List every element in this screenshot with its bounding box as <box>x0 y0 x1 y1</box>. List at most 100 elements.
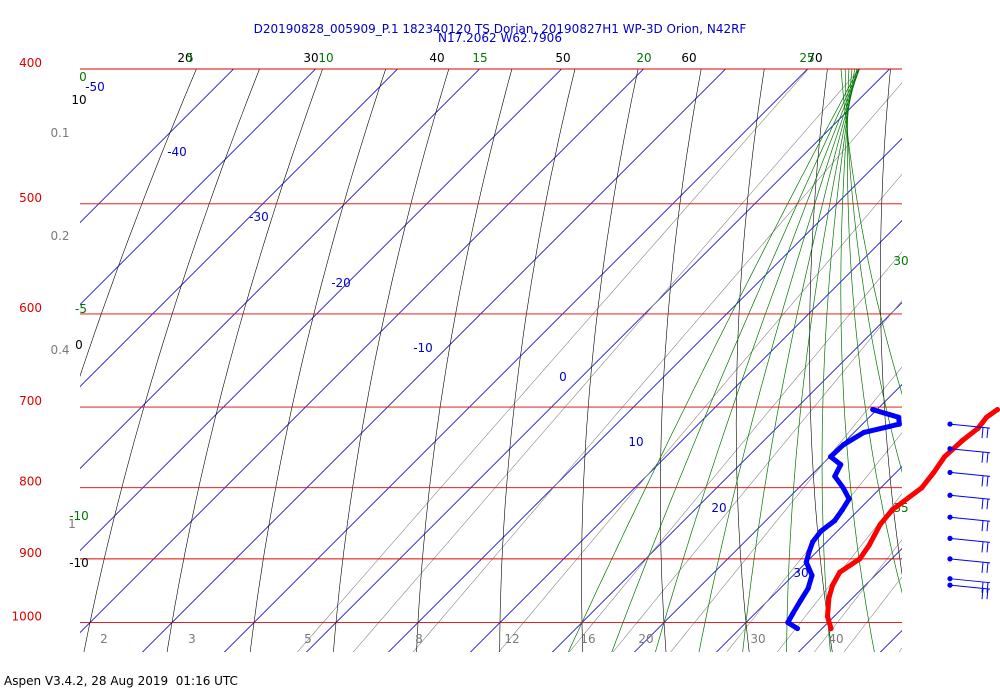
moist-adiabat-line <box>840 69 902 395</box>
mixing-ratio-label: 1 <box>68 517 76 531</box>
isotherm-diag-label: 0 <box>559 370 567 384</box>
dewpoint-point <box>840 485 846 491</box>
isotherm-top-label: 60 <box>681 51 696 65</box>
temperature-point <box>931 469 937 475</box>
dry-adiabat-line <box>166 69 323 652</box>
temperature-point <box>866 542 872 548</box>
wind-barb-feather <box>981 475 984 487</box>
mixing-ratio-bottom-label: 8 <box>415 632 423 646</box>
wind-barb-staff <box>949 558 991 564</box>
dewpoint-point <box>794 625 801 632</box>
dewpoint-point <box>810 539 816 545</box>
mixing-ratio-label: 0.2 <box>50 229 69 243</box>
wind-barb <box>947 469 991 487</box>
isotherm-diag-label: 30 <box>793 566 808 580</box>
wind-barb <box>947 535 991 553</box>
dry-adiabat-line <box>659 69 702 652</box>
height-label: -10 <box>69 556 89 570</box>
dewpoint-point <box>785 619 791 626</box>
isotherm-line <box>80 69 481 470</box>
wind-barb-feather <box>981 582 984 593</box>
mixing-ratio-line <box>498 173 902 652</box>
temperature-point <box>877 521 883 527</box>
wind-barb-staff <box>949 471 991 477</box>
moist-adiabat-label: 10 <box>318 51 333 65</box>
mixing-ratio-bottom-label: 16 <box>580 632 595 646</box>
isotherm-line <box>715 465 902 652</box>
moist-adiabat-line <box>611 69 860 652</box>
dry-adiabat-line <box>880 69 902 576</box>
mixing-ratio-bottom-label: 30 <box>750 632 765 646</box>
temperature-point <box>994 407 1000 413</box>
wind-barb <box>947 492 991 510</box>
mixing-ratio-line <box>726 432 902 652</box>
dewpoint-point <box>803 559 809 565</box>
wind-barb-staff <box>949 494 991 500</box>
dewpoint-point <box>870 407 876 413</box>
dewpoint-point <box>806 549 812 555</box>
pressure-label: 900 <box>19 546 42 560</box>
dewpoint-point <box>861 429 867 435</box>
wind-barb-feather <box>986 498 989 510</box>
moist-adiabat-line <box>655 69 860 652</box>
dry-adiabat-label: -5 <box>75 302 87 316</box>
dewpoint-point <box>896 414 902 420</box>
mixing-ratio-label: 0.1 <box>50 126 69 140</box>
chart-subtitle: N17.2062 W62.7906 <box>438 31 562 45</box>
temperature-point <box>830 582 836 588</box>
moist-adiabat-line <box>844 69 902 473</box>
wind-barb <box>947 446 991 463</box>
isotherm-diag-label: -10 <box>413 341 433 355</box>
dry-adiabat-line <box>499 69 576 652</box>
dewpoint-line <box>785 407 902 631</box>
isotherm-diag-label: -20 <box>331 276 351 290</box>
temperature-line <box>825 407 1000 631</box>
dewpoint-point <box>832 518 838 524</box>
mixing-ratio-bottom-label: 40 <box>828 632 843 646</box>
wind-barb <box>947 582 991 600</box>
dry-adiabat-line <box>416 69 513 652</box>
wind-barb <box>947 421 991 439</box>
wind-barb-staff <box>949 537 991 543</box>
wind-barb-staff <box>949 578 991 584</box>
mixing-ratio-line <box>612 300 902 652</box>
wind-barb-feather <box>986 582 989 593</box>
mixing-ratio-line <box>352 69 860 652</box>
temperature-point <box>919 485 925 491</box>
dewpoint-point <box>805 585 811 592</box>
temperature-point <box>889 507 895 513</box>
pressure-label: 700 <box>19 394 42 408</box>
mixing-ratio-line <box>814 539 902 652</box>
wind-barb-feather <box>981 541 984 553</box>
isotherm-line <box>80 69 563 552</box>
temperature-point <box>857 556 863 562</box>
wind-barb <box>947 576 991 593</box>
isotherm-line <box>879 629 902 652</box>
temperature-point <box>824 613 831 620</box>
mixing-ratio-bottom-label: 2 <box>100 632 108 646</box>
isotherm-diag-label: -30 <box>249 210 269 224</box>
moist-adiabat-label: 5 <box>186 51 194 65</box>
pressure-label: 600 <box>19 301 42 315</box>
footer-text: Aspen V3.4.2, 28 Aug 2019 01:16 UTC <box>4 674 238 688</box>
temperature-point <box>828 625 834 632</box>
moist-adiabat-line <box>821 69 856 652</box>
temperature-point <box>959 438 965 444</box>
wind-barb-staff <box>949 423 991 429</box>
temperature-point <box>837 569 843 575</box>
dry-adiabat-label: -10 <box>69 509 89 523</box>
wind-barb <box>947 514 991 532</box>
mixing-ratio-line <box>568 251 902 652</box>
isotherm-diag-label: -50 <box>85 80 105 94</box>
dewpoint-point <box>828 454 834 460</box>
wind-barb <box>947 556 991 573</box>
isotherm-line <box>80 69 399 388</box>
mixing-ratio-line <box>935 54 1000 658</box>
isotherm-line <box>957 54 1000 658</box>
dry-adiabat-line <box>83 69 260 652</box>
wind-barb-feather <box>986 520 989 532</box>
wind-barb-feather <box>981 452 984 463</box>
wind-barb-staff <box>949 516 991 522</box>
